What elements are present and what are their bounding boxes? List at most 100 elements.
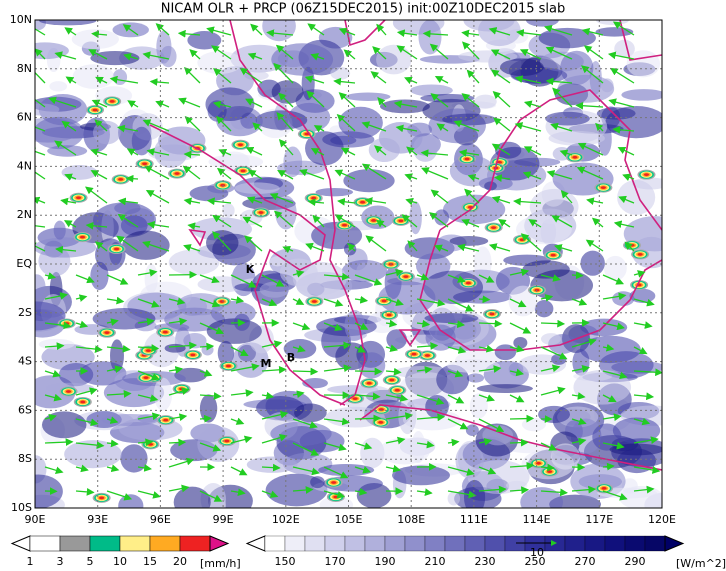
wind-arrow	[313, 125, 325, 133]
precip-unit: [mm/h]	[200, 557, 241, 570]
wind-arrow	[44, 272, 57, 280]
wind-arrow	[168, 484, 190, 493]
wind-arrow	[612, 21, 635, 36]
cloud-blob	[206, 230, 239, 256]
cloud-blob	[61, 165, 98, 180]
wind-arrow	[571, 392, 586, 400]
rain-cell	[381, 299, 387, 303]
cloud-blob	[621, 89, 662, 101]
wind-arrow	[146, 220, 170, 229]
wind-arrow	[292, 345, 306, 353]
rain-cell	[398, 219, 404, 223]
cloud-blob	[449, 155, 495, 187]
wind-arrow	[376, 23, 387, 36]
wind-arrow	[230, 346, 249, 356]
wind-arrow	[85, 186, 108, 204]
bar-cell	[364, 535, 386, 552]
wind-arrow	[545, 46, 573, 60]
wind-arrow	[292, 442, 320, 456]
wind-arrow	[585, 239, 604, 252]
wind-arrow	[90, 170, 108, 180]
cloud-blob	[534, 300, 554, 318]
wind-arrow	[522, 171, 542, 180]
wind-arrow	[218, 149, 232, 157]
cloud-blob	[35, 42, 69, 60]
reference-label: 10	[530, 546, 544, 559]
wind-arrow	[478, 365, 502, 373]
bar-cell	[604, 535, 626, 552]
lat-label: EQ	[16, 257, 32, 270]
wind-arrow	[199, 414, 212, 423]
cloud-blob	[112, 69, 128, 85]
wind-arrow	[491, 195, 511, 204]
wind-arrow	[509, 344, 525, 353]
wind-arrow	[377, 97, 387, 108]
wind-arrow	[269, 193, 294, 204]
cloud-blob	[103, 378, 165, 408]
wind-arrow	[91, 30, 108, 39]
marker-label: K	[246, 263, 255, 276]
wind-arrow	[396, 45, 418, 60]
wind-arrow	[385, 464, 401, 473]
cloud-blob	[92, 308, 156, 330]
wind-arrow	[509, 486, 530, 495]
wind-arrow	[490, 49, 511, 60]
cloud-blob	[572, 348, 590, 376]
wind-arrow	[523, 100, 542, 108]
wind-arrow	[183, 66, 201, 84]
wind-arrow	[467, 174, 480, 182]
wind-arrow	[183, 150, 201, 159]
wind-arrow	[602, 413, 622, 422]
wind-arrow	[44, 393, 63, 402]
wind-arrow	[106, 490, 133, 501]
wind-arrow	[385, 394, 409, 402]
wind-arrow	[540, 364, 561, 373]
wind-arrow	[273, 210, 294, 228]
wind-arrow	[292, 466, 320, 476]
wind-arrow	[416, 298, 446, 307]
marker-label: B	[287, 351, 295, 364]
wind-arrow	[576, 166, 604, 180]
wind-arrow	[466, 69, 480, 84]
wind-arrow	[447, 274, 466, 283]
rain-cell	[147, 442, 154, 446]
wind-arrow	[429, 43, 449, 60]
bar-label: 3	[57, 555, 64, 568]
wind-arrow	[347, 242, 356, 252]
rain-cell	[145, 349, 152, 353]
bar-end	[245, 535, 266, 552]
cloud-blob	[434, 209, 450, 226]
rain-cell	[174, 172, 180, 175]
cloud-blob	[41, 411, 87, 439]
cloud-blob	[160, 45, 177, 68]
cloud-blob	[234, 182, 280, 194]
cloud-blob	[603, 255, 627, 281]
cloud-blob	[143, 331, 180, 368]
wind-arrow	[509, 298, 527, 308]
wind-arrow	[88, 49, 108, 60]
wind-arrow	[571, 365, 591, 373]
wind-arrow	[247, 169, 263, 180]
cloud-blob	[95, 238, 126, 272]
wind-arrow	[230, 274, 257, 288]
rain-cell	[359, 200, 366, 204]
wind-arrow	[75, 345, 103, 353]
cloud-blob	[177, 293, 225, 316]
bar-label: 210	[425, 555, 446, 568]
cloud-blob	[557, 74, 615, 103]
rain-cell	[219, 300, 225, 303]
bar-label: 150	[275, 555, 296, 568]
wind-arrow	[385, 344, 399, 352]
wind-arrow	[35, 166, 46, 180]
cloud-blob	[222, 203, 235, 218]
wind-arrow	[447, 346, 467, 354]
wind-arrow	[478, 344, 495, 353]
rain-cell	[547, 470, 553, 474]
cloud-blob	[463, 479, 486, 508]
cloud-blob	[379, 99, 430, 114]
wind-arrow	[334, 214, 356, 228]
wind-arrow	[519, 49, 542, 60]
wind-arrow	[461, 41, 480, 60]
wind-arrow	[168, 317, 188, 326]
wind-arrow	[35, 147, 46, 156]
